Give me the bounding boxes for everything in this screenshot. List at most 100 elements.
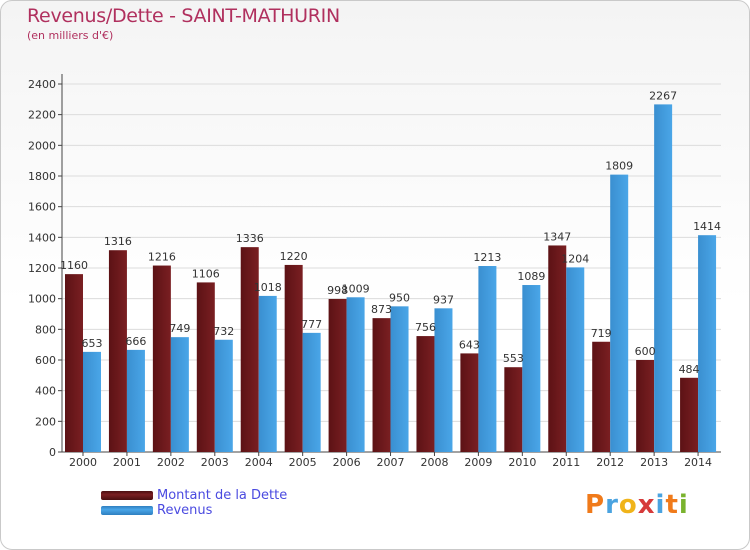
bar-revenus xyxy=(610,174,629,452)
legend-swatch-dette xyxy=(101,491,153,500)
bar-dette xyxy=(108,250,127,452)
x-tick-label: 2001 xyxy=(113,456,141,469)
x-tick-label: 2007 xyxy=(377,456,405,469)
y-tick-label: 1200 xyxy=(28,262,56,275)
x-tick-label: 2008 xyxy=(420,456,448,469)
y-tick-label: 0 xyxy=(49,446,56,459)
data-label-revenus: 1089 xyxy=(517,270,545,283)
x-tick-label: 2009 xyxy=(464,456,492,469)
bar-revenus xyxy=(126,349,145,452)
y-tick-label: 1600 xyxy=(28,201,56,214)
bar-dette xyxy=(460,353,479,452)
y-tick-label: 2000 xyxy=(28,139,56,152)
bar-dette xyxy=(152,265,171,452)
y-tick-label: 800 xyxy=(35,323,56,336)
data-label-revenus: 1414 xyxy=(693,220,721,233)
logo-letter: o xyxy=(618,490,638,520)
data-label-dette: 484 xyxy=(679,363,700,376)
x-tick-label: 2002 xyxy=(157,456,185,469)
data-label-dette: 553 xyxy=(503,352,524,365)
data-label-dette: 1220 xyxy=(280,250,308,263)
x-tick-label: 2010 xyxy=(508,456,536,469)
bar-revenus xyxy=(654,104,673,452)
data-label-dette: 1216 xyxy=(148,251,176,264)
x-tick-label: 2005 xyxy=(289,456,317,469)
data-label-dette: 998 xyxy=(327,284,348,297)
y-tick-label: 2200 xyxy=(28,109,56,122)
y-tick-label: 600 xyxy=(35,354,56,367)
data-label-revenus: 1018 xyxy=(254,281,282,294)
bar-dette xyxy=(284,264,303,452)
chart-subtitle: (en milliers d'€) xyxy=(27,29,114,42)
data-label-dette: 643 xyxy=(459,338,480,351)
proxiti-logo: Proxiti xyxy=(585,490,689,520)
bar-dette xyxy=(592,341,611,452)
y-tick-label: 200 xyxy=(35,415,56,428)
bar-revenus xyxy=(170,337,189,452)
legend-label-dette: Montant de la Dette xyxy=(157,488,288,503)
bar-revenus xyxy=(346,297,365,452)
legend: Montant de la Dette Revenus xyxy=(101,488,287,518)
y-tick-label: 1800 xyxy=(28,170,56,183)
data-label-dette: 873 xyxy=(371,303,392,316)
bar-dette xyxy=(416,336,435,452)
x-tick-label: 2000 xyxy=(69,456,97,469)
y-tick-label: 2400 xyxy=(28,78,56,91)
logo-letter: i xyxy=(655,490,666,520)
bar-revenus xyxy=(478,266,497,452)
y-tick-label: 1000 xyxy=(28,293,56,306)
bar-revenus xyxy=(434,308,453,452)
x-tick-label: 2004 xyxy=(245,456,273,469)
data-label-dette: 719 xyxy=(591,327,612,340)
chart-title: Revenus/Dette - SAINT-MATHURIN xyxy=(27,5,340,27)
logo-letter: x xyxy=(637,490,656,520)
data-label-dette: 756 xyxy=(415,321,436,334)
bar-revenus xyxy=(566,267,585,452)
logo-letter: r xyxy=(605,490,619,520)
bar-revenus xyxy=(390,306,409,452)
logo-letter: P xyxy=(585,490,606,520)
bar-revenus xyxy=(522,285,541,452)
data-label-dette: 1347 xyxy=(543,230,571,243)
data-label-revenus: 653 xyxy=(82,337,103,350)
bar-dette xyxy=(196,282,215,452)
data-label-revenus: 1809 xyxy=(605,160,633,173)
bar-revenus xyxy=(214,339,233,452)
logo-letter: i xyxy=(678,490,689,520)
bar-revenus xyxy=(258,295,277,452)
data-label-revenus: 1009 xyxy=(342,282,370,295)
legend-item-revenus: Revenus xyxy=(101,503,287,518)
legend-item-dette: Montant de la Dette xyxy=(101,488,287,503)
data-label-dette: 1336 xyxy=(236,232,264,245)
data-label-revenus: 937 xyxy=(433,293,454,306)
bar-dette xyxy=(372,318,391,452)
data-label-revenus: 950 xyxy=(389,291,410,304)
data-label-dette: 1160 xyxy=(60,259,88,272)
legend-swatch-revenus xyxy=(101,506,153,515)
bar-dette xyxy=(504,367,523,452)
bar-dette xyxy=(65,274,83,452)
logo-letter: t xyxy=(665,490,679,520)
bar-revenus xyxy=(698,235,717,452)
x-tick-label: 2014 xyxy=(684,456,712,469)
bar-dette xyxy=(636,360,655,452)
bar-dette xyxy=(328,298,347,452)
x-tick-label: 2003 xyxy=(201,456,229,469)
data-label-revenus: 749 xyxy=(169,322,190,335)
x-tick-label: 2013 xyxy=(640,456,668,469)
x-tick-label: 2006 xyxy=(333,456,361,469)
data-label-revenus: 2267 xyxy=(649,89,677,102)
data-label-revenus: 1213 xyxy=(473,251,501,264)
x-tick-label: 2012 xyxy=(596,456,624,469)
legend-label-revenus: Revenus xyxy=(157,503,213,518)
data-label-dette: 1106 xyxy=(192,267,220,280)
x-tick-label: 2011 xyxy=(552,456,580,469)
y-tick-label: 400 xyxy=(35,385,56,398)
data-label-revenus: 1204 xyxy=(561,252,589,265)
data-label-revenus: 777 xyxy=(301,318,322,331)
y-tick-label: 1400 xyxy=(28,231,56,244)
data-label-dette: 1316 xyxy=(104,235,132,248)
data-label-revenus: 732 xyxy=(213,325,234,338)
